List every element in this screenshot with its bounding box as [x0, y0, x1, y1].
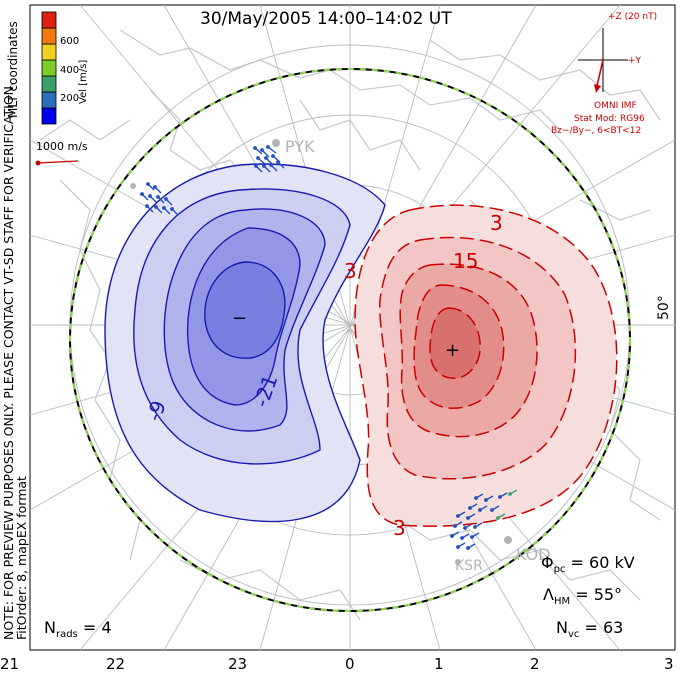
imf-z-label: +Z (20 nT)	[608, 12, 658, 22]
colorbar-label: Vel [m/s]	[78, 59, 89, 104]
pos-contour-5	[429, 307, 481, 379]
nrads-subscript: rads	[55, 629, 78, 641]
nvc-subscript: vc	[567, 629, 580, 641]
mlt-tick-3: 3	[664, 655, 674, 673]
station-label-pyk: PYK	[285, 137, 315, 156]
colorbar-segment	[41, 91, 57, 109]
velocity-vectors-kod-green	[496, 489, 518, 520]
mlt-tick-21: 21	[0, 655, 20, 673]
station-markers	[130, 139, 512, 565]
lambda-value: = 55°	[575, 585, 623, 604]
nrads-value: = 4	[82, 618, 112, 637]
imf-y-label: +Y	[628, 56, 642, 66]
phi-symbol: Φ	[541, 553, 554, 572]
imf-clock	[578, 28, 628, 93]
latitude-label: 50°	[656, 295, 672, 320]
contour-label-pos-3-top: 3	[490, 211, 503, 235]
mlt-tick-2: 2	[530, 655, 540, 673]
colorbar-tick-400: 400	[60, 65, 80, 76]
positive-cell	[354, 204, 618, 527]
station-label-ksr: KSR	[455, 558, 483, 574]
stat-n-rads: Nrads = 4	[44, 618, 112, 640]
colorbar-segment	[41, 107, 57, 125]
negative-cell	[104, 163, 386, 523]
fit-order: FitOrder: 8, mapEX format	[14, 476, 29, 640]
map-title: 30/May/2005 14:00–14:02 UT	[200, 9, 452, 29]
colorbar-segment	[41, 59, 57, 77]
contour-label-pos-3-left: 3	[344, 259, 357, 283]
contour-label-pos-15: 15	[453, 249, 478, 273]
mlt-tick-22: 22	[106, 655, 126, 673]
coordinate-system: MLT coordinates	[6, 21, 20, 118]
potential-min-marker: −	[232, 308, 247, 329]
colorbar-tick-200: 200	[60, 93, 80, 104]
colorbar-tick-600: 600	[60, 36, 80, 47]
stat-phi-pc: Φpc = 60 kV	[541, 553, 635, 575]
potential-max-marker: +	[445, 340, 460, 361]
colorbar-segment	[41, 11, 57, 29]
imf-condition: Bz−/By−, 6<BT<12	[551, 126, 642, 136]
neg-contour-5	[204, 261, 286, 359]
colorbar-segment	[41, 27, 57, 45]
mlt-tick-23: 23	[228, 655, 248, 673]
colorbar-segment	[41, 43, 57, 61]
imf-source: OMNI IMF	[594, 101, 637, 111]
station-label-kod: KOD	[516, 545, 551, 564]
stat-model: Stat Mod: RG96	[574, 114, 645, 124]
mlt-tick-1: 1	[434, 655, 444, 673]
velocity-vectors-west	[140, 182, 179, 216]
stat-n-vc: Nvc = 63	[556, 618, 623, 640]
nvc-symbol: N	[556, 618, 568, 637]
contour-label-pos-3-bottom: 3	[393, 516, 406, 540]
phi-subscript: pc	[553, 564, 566, 576]
scale-vector	[35, 160, 79, 166]
hm-boundary	[69, 68, 631, 612]
colorbar-segment	[41, 75, 57, 93]
mlt-tick-0: 0	[345, 655, 355, 673]
stat-lambda-hm: ΛHM = 55°	[543, 585, 622, 607]
velocity-vectors-kod	[450, 492, 508, 550]
scale-vector-label: 1000 m/s	[36, 140, 88, 153]
phi-value: = 60 kV	[570, 553, 635, 572]
lambda-symbol: Λ	[543, 585, 554, 604]
nrads-symbol: N	[44, 618, 56, 637]
lambda-subscript: HM	[553, 596, 571, 608]
velocity-colorbar	[41, 11, 57, 125]
nvc-value: = 63	[584, 618, 624, 637]
velocity-vectors-pyk	[253, 145, 285, 173]
